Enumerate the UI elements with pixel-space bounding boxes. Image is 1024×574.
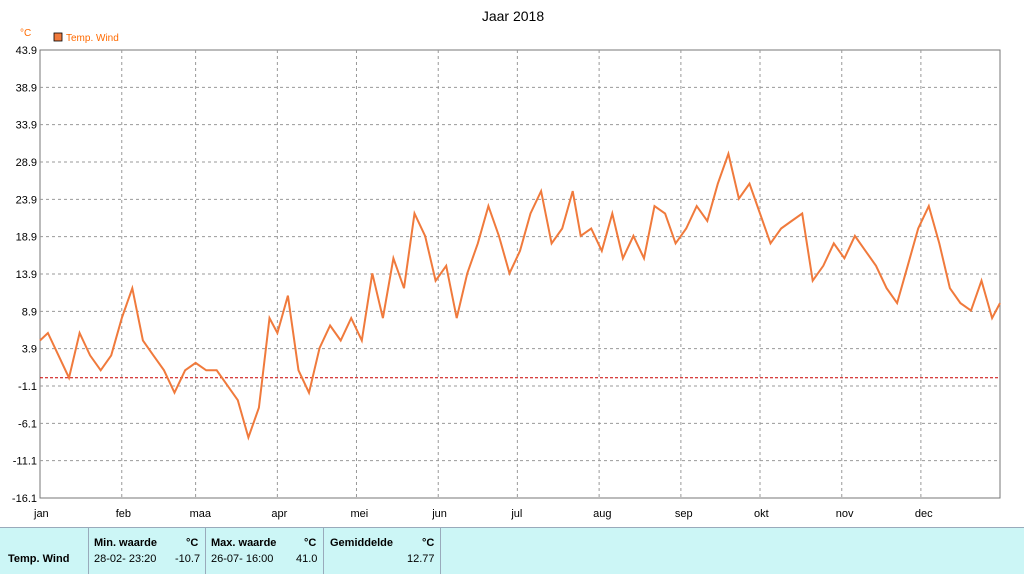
y-tick-label: 18.9 bbox=[16, 232, 37, 244]
legend-swatch bbox=[53, 32, 63, 42]
y-tick-label: -16.1 bbox=[12, 493, 37, 505]
temperature-chart: Jaar 2018 °C Temp. Wind 43.9 38.9 33.9 28.9… bbox=[12, 8, 1001, 520]
avg-value: 12.77 bbox=[407, 553, 435, 565]
min-unit: °C bbox=[186, 537, 199, 549]
min-value-cell: Min. waarde °C 28-02- 23:20 -10.7 bbox=[89, 528, 206, 574]
x-tick-label-okt: okt bbox=[754, 508, 769, 520]
y-tick-label: 8.9 bbox=[22, 306, 37, 318]
x-tick-label-jul: jul bbox=[510, 508, 522, 520]
y-tick-label: -1.1 bbox=[18, 381, 37, 393]
stats-row-label: Temp. Wind bbox=[8, 553, 70, 565]
grid-lines bbox=[40, 50, 1000, 498]
x-tick-label-feb: feb bbox=[116, 508, 131, 520]
y-tick-label: 3.9 bbox=[22, 344, 37, 356]
legend-label: Temp. Wind bbox=[66, 33, 119, 44]
x-tick-label-nov: nov bbox=[836, 508, 854, 520]
min-datetime: 28-02- 23:20 bbox=[94, 553, 157, 565]
x-tick-label-apr: apr bbox=[271, 508, 287, 520]
y-axis-unit: °C bbox=[20, 28, 31, 39]
series-line-temp-wind bbox=[39, 150, 1001, 441]
y-tick-label: -11.1 bbox=[13, 456, 37, 468]
x-tick-label-dec: dec bbox=[915, 508, 933, 520]
average-cell: Gemiddelde °C 12.77 bbox=[324, 528, 441, 574]
avg-header: Gemiddelde bbox=[330, 537, 393, 549]
stats-label-cell: Temp. Wind bbox=[0, 528, 89, 574]
max-value: 41.0 bbox=[296, 553, 318, 565]
x-tick-label-maa: maa bbox=[190, 508, 212, 520]
min-value: -10.7 bbox=[175, 553, 201, 565]
x-tick-label-aug: aug bbox=[593, 508, 611, 520]
max-unit: °C bbox=[304, 537, 317, 549]
x-tick-label-jun: jun bbox=[431, 508, 447, 520]
max-datetime: 26-07- 16:00 bbox=[211, 553, 274, 565]
y-tick-label: 13.9 bbox=[16, 269, 37, 281]
x-tick-label-sep: sep bbox=[675, 508, 693, 520]
y-tick-label: 23.9 bbox=[16, 194, 37, 206]
statistics-panel: Temp. Wind Min. waarde °C 28-02- 23:20 -… bbox=[0, 527, 1024, 574]
x-tick-label-jan: jan bbox=[33, 508, 49, 520]
y-tick-label: 43.9 bbox=[16, 45, 37, 57]
x-tick-label-mei: mei bbox=[350, 508, 368, 520]
y-tick-label: 28.9 bbox=[16, 157, 37, 169]
chart-title: Jaar 2018 bbox=[482, 8, 544, 24]
y-axis-ticks: 43.9 38.9 33.9 28.9 23.9 18.9 13.9 8.9 3.9 -1.1 -6… bbox=[12, 45, 37, 505]
max-value-cell: Max. waarde °C 26-07- 16:00 41.0 bbox=[206, 528, 324, 574]
x-axis-ticks: jan feb maa apr mei jun jul aug sep okt nov dec bbox=[33, 508, 933, 520]
y-tick-label: -6.1 bbox=[18, 418, 37, 430]
avg-unit: °C bbox=[422, 537, 435, 549]
y-tick-label: 38.9 bbox=[16, 82, 37, 94]
min-header: Min. waarde bbox=[94, 537, 157, 549]
max-header: Max. waarde bbox=[211, 537, 277, 549]
y-tick-label: 33.9 bbox=[16, 120, 37, 132]
